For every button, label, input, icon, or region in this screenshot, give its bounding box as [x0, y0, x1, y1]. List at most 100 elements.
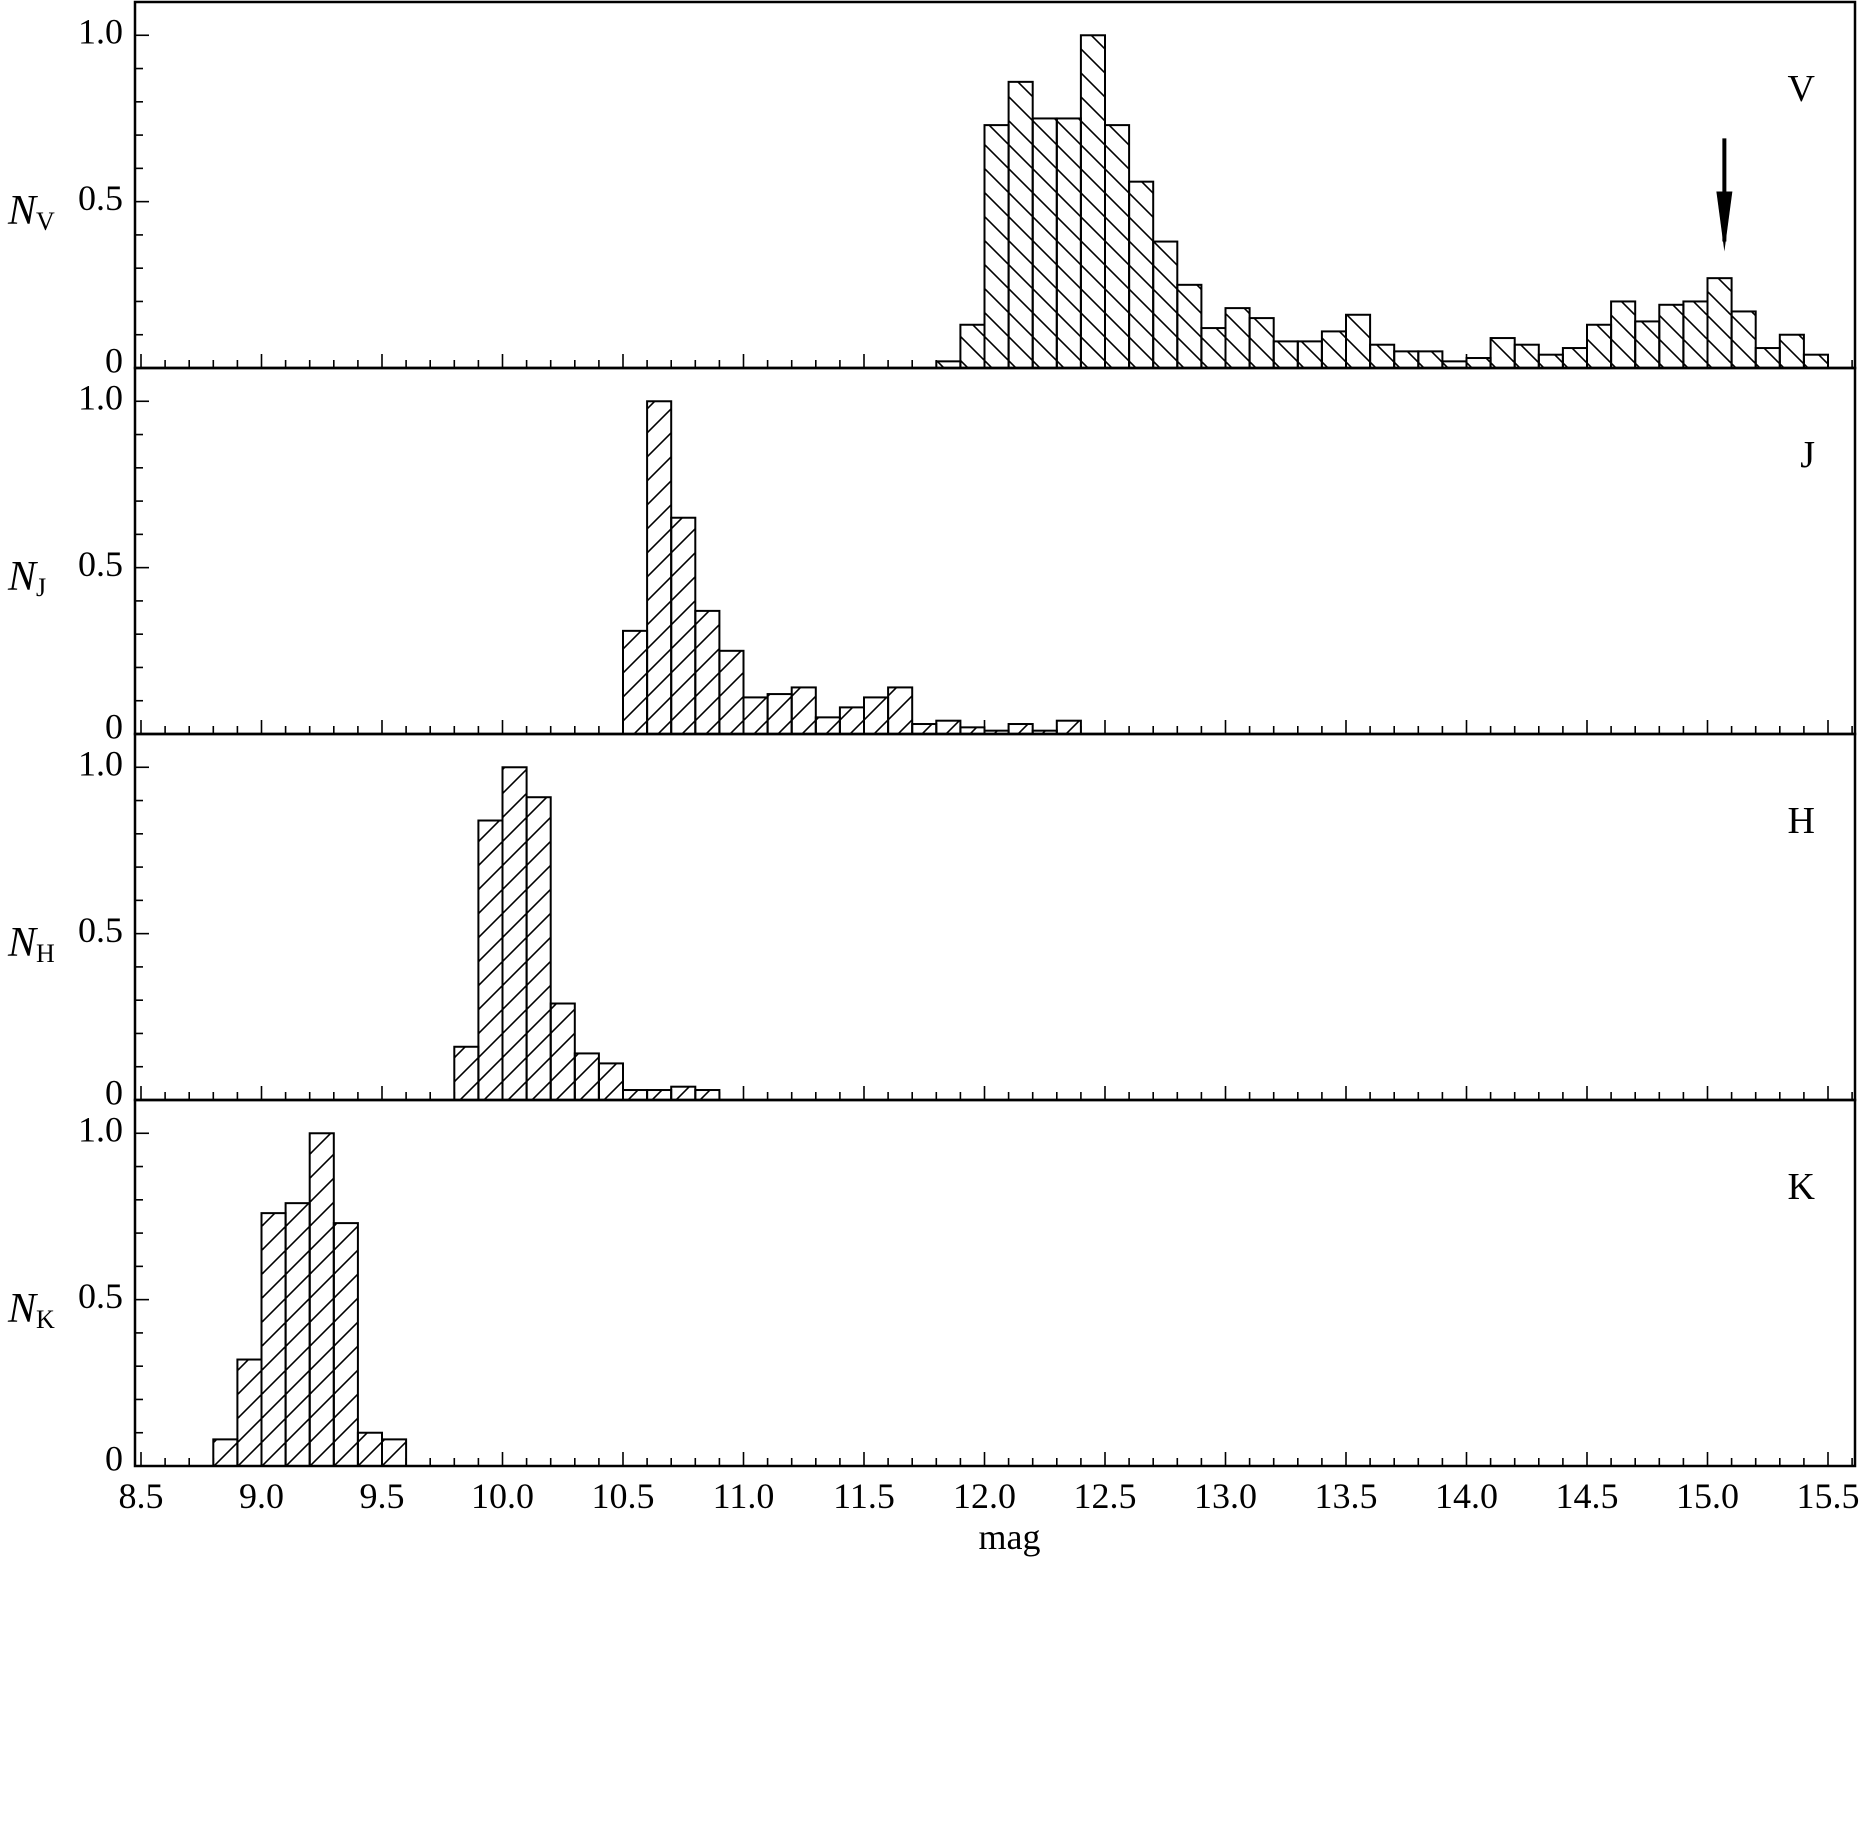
panel-v-ylabel: NV	[7, 188, 55, 236]
panel-j-bar	[863, 696, 890, 736]
panel-v-bar	[1104, 124, 1131, 369]
panel-j-bar	[1055, 719, 1082, 736]
panel-k-ylabel: NK	[7, 1286, 55, 1334]
panel-v-bar	[1489, 337, 1516, 369]
panel-v-arrow-annotation	[1716, 138, 1733, 252]
panel-v-bars	[935, 34, 1830, 370]
x-tick-label: 9.0	[239, 1476, 284, 1516]
panel-v: 0 0.5 1.0 NV V	[7, 12, 1853, 380]
panel-j-ytick-label: 0	[105, 706, 123, 746]
panel-k-frame	[133, 1098, 1857, 1468]
panel-h-bar	[477, 819, 504, 1101]
panel-v-label: V	[1788, 68, 1816, 110]
panel-k-ytick-label: 0	[105, 1438, 123, 1478]
panel-h-bar	[670, 1085, 697, 1101]
panel-k-bar	[284, 1202, 311, 1468]
panel-k-bar	[332, 1222, 359, 1467]
panel-v-bar	[1634, 320, 1661, 370]
panel-v-bar	[1658, 303, 1685, 369]
panel-v-bar	[1537, 353, 1564, 370]
panel-j: 0 0.5 1.0 NJ J	[7, 378, 1853, 746]
panel-v-bar	[1248, 317, 1275, 369]
panel-j-ylabel: NJ	[7, 554, 46, 602]
panel-v-bar	[1730, 310, 1757, 370]
x-tick-label: 12.0	[953, 1476, 1016, 1516]
panel-j-ytick-label: 1.0	[78, 378, 123, 418]
x-tick-label: 9.5	[360, 1476, 405, 1516]
panel-j-bar	[670, 516, 697, 735]
panel-v-bar	[1561, 347, 1589, 370]
x-axis-tick-labels: 8.5 9.0 9.5 10.0 10.5 11.0 11.5 12.0 12.…	[119, 1476, 1859, 1516]
panel-v-bar	[1055, 117, 1082, 369]
panel-h-bars	[453, 766, 721, 1102]
panel-h-bar	[646, 1089, 673, 1102]
x-tick-label: 10.0	[471, 1476, 534, 1516]
panel-v-bar	[1417, 350, 1444, 369]
x-tick-label: 11.5	[833, 1476, 895, 1516]
panel-j-bar	[718, 649, 745, 736]
panel-h-bar	[453, 1045, 480, 1102]
panel-h-frame	[133, 732, 1857, 1102]
panel-k-ytick-label: 0.5	[78, 1276, 123, 1316]
x-tick-label: 15.5	[1797, 1476, 1859, 1516]
panel-v-ytick-label: 0	[105, 340, 123, 380]
panel-v-ticks	[135, 34, 1853, 369]
panel-h-label: H	[1788, 800, 1815, 842]
panel-v-bar	[1320, 330, 1348, 369]
panel-k-label: K	[1788, 1166, 1816, 1208]
x-tick-label: 14.0	[1435, 1476, 1498, 1516]
panel-h-ytick-label: 1.0	[78, 744, 123, 784]
panel-k-ylabel-main: N	[7, 1286, 38, 1332]
panel-h-ytick-label: 0	[105, 1072, 123, 1112]
panel-j-bar	[1007, 723, 1034, 736]
panel-v-bar	[1682, 300, 1709, 370]
x-tick-label: 15.0	[1676, 1476, 1739, 1516]
panel-v-bar	[1200, 327, 1227, 370]
panel-v-bar	[1272, 340, 1299, 370]
panel-k-ytick-label: 1.0	[78, 1110, 123, 1150]
panel-h-ylabel-main: N	[7, 920, 38, 966]
panel-v-ytick-label: 0.5	[78, 178, 123, 218]
x-axis-label: mag	[979, 1517, 1041, 1557]
panel-h-bar	[525, 796, 552, 1101]
panel-h-bar	[622, 1089, 649, 1102]
panel-k: 0 0.5 1.0 NK K	[7, 1110, 1853, 1478]
panel-j-frame	[133, 366, 1857, 736]
panel-j-bar	[694, 609, 721, 736]
panel-v-bar	[1610, 300, 1637, 370]
panel-k-ticks	[135, 1132, 1853, 1467]
panel-j-bar	[838, 706, 866, 736]
panel-j-ylabel-main: N	[7, 554, 38, 600]
panel-v-bar	[1706, 277, 1733, 369]
panel-k-bar	[236, 1358, 263, 1468]
panel-v-bar	[1754, 347, 1781, 370]
panel-k-bar	[381, 1438, 408, 1468]
panel-j-label: J	[1800, 434, 1815, 476]
panel-k-ylabel-sub: K	[36, 1305, 55, 1334]
panel-v-bar	[1802, 353, 1830, 370]
panel-j-bar	[814, 716, 841, 735]
panel-j-ylabel-sub: J	[36, 573, 46, 602]
panel-j-bar	[790, 686, 817, 735]
panel-j-bar	[911, 723, 938, 736]
panel-j-bars	[622, 400, 1082, 736]
panel-j-ytick-label: 0.5	[78, 544, 123, 584]
x-tick-label: 10.5	[592, 1476, 655, 1516]
panel-k-bar	[212, 1438, 239, 1468]
panel-v-bar	[1128, 180, 1155, 369]
x-tick-label: 13.5	[1315, 1476, 1378, 1516]
panel-frames	[133, 0, 1857, 1468]
panel-j-bar	[935, 719, 962, 736]
panel-j-bar	[646, 400, 673, 735]
panel-v-bar	[1007, 80, 1034, 369]
panel-h-bar	[597, 1062, 625, 1102]
panel-k-bar	[308, 1132, 335, 1468]
panel-v-ylabel-sub: V	[36, 207, 55, 236]
x-tick-label: 11.0	[713, 1476, 775, 1516]
panel-j-bar	[887, 686, 914, 735]
panel-v-bar	[1296, 340, 1323, 370]
panel-v-ytick-label: 1.0	[78, 12, 123, 52]
panel-h-ylabel: NH	[7, 920, 55, 968]
x-tick-label: 12.5	[1074, 1476, 1137, 1516]
